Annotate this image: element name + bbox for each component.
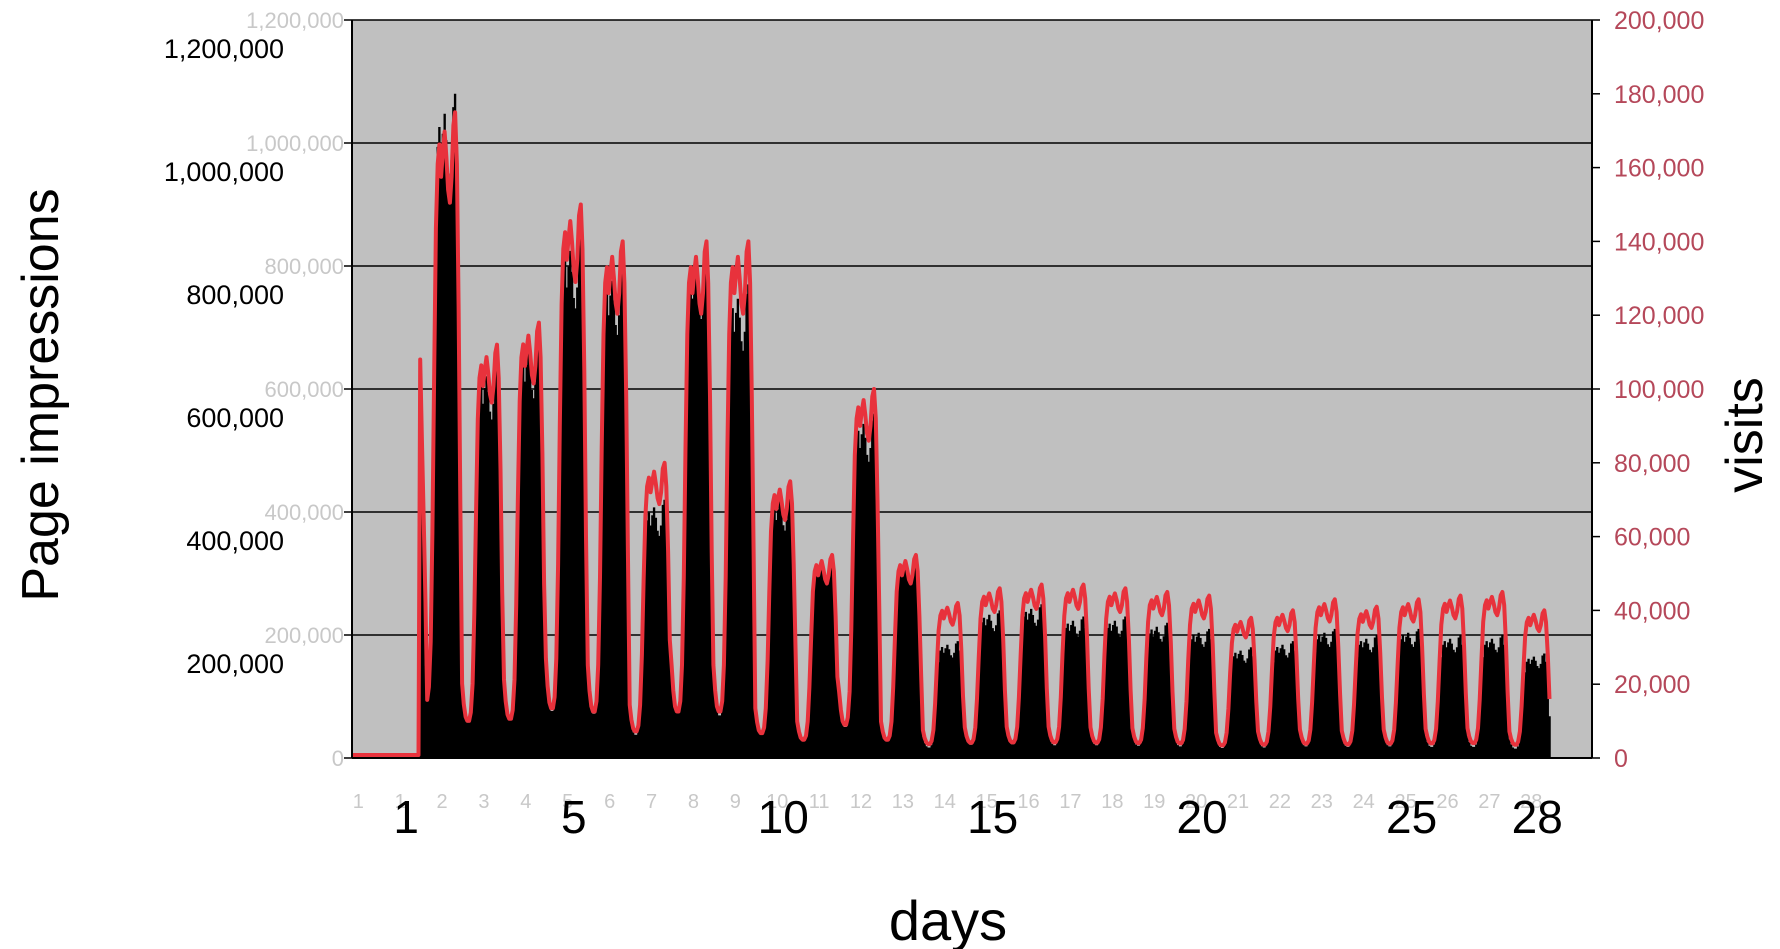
day-tick-label: 22 [1269,791,1291,813]
day-tick-label: 4 [520,791,531,813]
left-tick-label-faint: 0 [332,746,344,771]
day-tick-label: 25 [1394,791,1416,813]
day-tick-label: 9 [730,791,741,813]
left-tick-label-faint: 400,000 [264,500,344,525]
day-tick-label-large: 10 [758,791,809,843]
day-tick-label: 13 [892,791,914,813]
left-tick-label: 800,000 [186,280,284,310]
left-tick-label: 1,000,000 [164,157,284,187]
day-tick-label-large: 15 [967,791,1018,843]
page-impressions-bars [419,93,1551,758]
right-tick-label: 60,000 [1614,524,1690,552]
right-tick-label: 140,000 [1614,228,1704,256]
day-tick-label: 23 [1311,791,1333,813]
right-tick-label: 200,000 [1614,7,1704,35]
day-tick-label: 21 [1227,791,1249,813]
left-tick-label-faint: 800,000 [264,254,344,279]
day-tick-label: 1 [395,791,406,813]
day-tick-label: 20 [1185,791,1207,813]
right-tick-label: 180,000 [1614,81,1704,109]
left-tick-label: 200,000 [186,649,284,679]
day-tick-label-large: 25 [1386,791,1437,843]
day-tick-label-large: 1 [393,791,419,843]
day-tick-label: 24 [1353,791,1375,813]
day-tick-label-large: 20 [1177,791,1228,843]
page-impressions-bar [419,93,1551,758]
day-tick-label: 12 [850,791,872,813]
day-tick-label: 3 [478,791,489,813]
right-tick-label: 20,000 [1614,671,1690,699]
x-axis-title: days [889,889,1007,949]
day-tick-label: 19 [1143,791,1165,813]
left-axis-title: Page impressions [12,188,70,601]
left-tick-label-faint: 1,000,000 [246,131,344,156]
x-axis-ticks: 1 1 2 3 4 5 6 7 8 9 10 11 12 13 14 15 16 17 18 19 20 21 22 23 24… [353,791,1563,843]
day-tick-label: 10 [766,791,788,813]
left-tick-label-faint: 200,000 [264,623,344,648]
day-tick-label: 17 [1059,791,1081,813]
right-axis-ticks: 0 20,000 40,000 60,000 80,000 100,000 120,000 1… [1592,7,1704,773]
day-tick-label: 7 [646,791,657,813]
visits-line [352,110,1552,757]
left-tick-label: 400,000 [186,526,284,556]
day-tick-label-large: 28 [1512,791,1563,843]
day-tick-label: 8 [688,791,699,813]
day-tick-label: 14 [934,791,956,813]
day-tick-label: 16 [1017,791,1039,813]
left-tick-label: 1,200,000 [164,34,284,64]
right-axis-title: visits [1716,377,1774,493]
day-tick-label: 11 [809,791,830,813]
day-tick-label: 27 [1478,791,1500,813]
day-tick-label: 15 [976,791,998,813]
left-tick-label-faint: 1,200,000 [246,8,344,33]
right-tick-label: 120,000 [1614,302,1704,330]
right-tick-label: 40,000 [1614,597,1690,625]
day-tick-label: 18 [1101,791,1123,813]
right-tick-label: 100,000 [1614,376,1704,404]
right-tick-label: 0 [1614,745,1628,773]
visits-series-line [352,110,1552,757]
right-tick-label: 160,000 [1614,155,1704,183]
day-tick-label: 28 [1520,791,1542,813]
left-tick-label-faint: 600,000 [264,377,344,402]
right-tick-label: 80,000 [1614,450,1690,478]
day-tick-label: 1 [353,791,364,813]
day-tick-label: 2 [437,791,448,813]
day-tick-label-large: 5 [561,791,587,843]
day-tick-label: 26 [1436,791,1458,813]
day-tick-label: 5 [562,791,573,813]
day-tick-label: 6 [604,791,615,813]
left-tick-label: 600,000 [186,403,284,433]
